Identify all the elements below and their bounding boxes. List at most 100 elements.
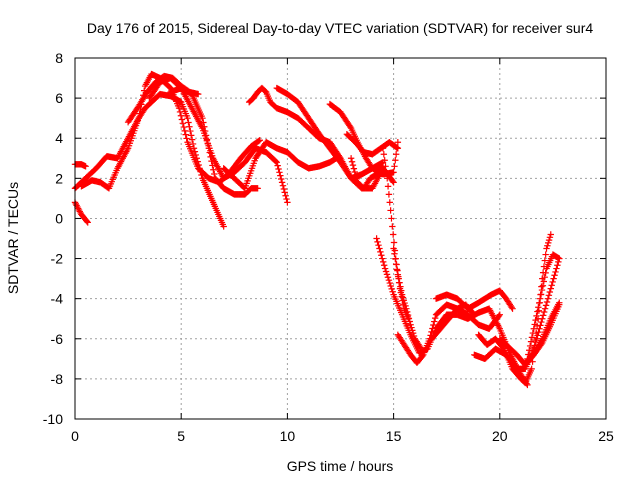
y-tick-labels: -10 -8 -6 -4 -2 0 2 4 6 8 bbox=[43, 50, 63, 427]
axis-ticks bbox=[74, 57, 607, 420]
y-axis-label: SDTVAR / TECUs bbox=[5, 182, 21, 294]
data-point bbox=[532, 316, 539, 324]
data-point bbox=[179, 120, 187, 127]
data-point bbox=[380, 262, 388, 269]
data-point bbox=[350, 165, 358, 172]
data-point bbox=[526, 347, 533, 354]
data-point bbox=[380, 151, 388, 158]
data-point bbox=[431, 318, 438, 325]
data-point bbox=[528, 365, 535, 373]
data-point bbox=[211, 170, 218, 178]
data-point bbox=[419, 352, 426, 360]
data-point bbox=[550, 275, 557, 282]
data-point bbox=[84, 219, 91, 226]
data-point bbox=[556, 301, 563, 308]
data-point bbox=[393, 144, 401, 151]
data-point bbox=[389, 231, 397, 238]
data-point bbox=[254, 185, 261, 192]
data-point bbox=[541, 257, 549, 264]
data-point bbox=[205, 145, 213, 152]
data-point bbox=[533, 335, 540, 342]
data-point bbox=[201, 127, 209, 135]
data-point bbox=[398, 287, 405, 294]
data-point bbox=[534, 332, 541, 339]
data-point bbox=[353, 175, 360, 183]
data-point bbox=[276, 169, 283, 176]
data-point bbox=[533, 312, 540, 320]
data-point bbox=[273, 159, 280, 166]
data-point bbox=[220, 223, 227, 230]
data-point bbox=[384, 175, 391, 182]
y-tick-label: -10 bbox=[43, 411, 63, 427]
data-point bbox=[538, 286, 546, 294]
data-point bbox=[390, 245, 397, 252]
data-point bbox=[374, 238, 381, 246]
data-point bbox=[385, 276, 393, 284]
data-point bbox=[526, 342, 534, 350]
data-point bbox=[181, 127, 188, 135]
data-point bbox=[539, 282, 547, 289]
data-point bbox=[527, 338, 535, 345]
data-point bbox=[203, 136, 211, 143]
data-point bbox=[398, 291, 406, 298]
series-track-19 bbox=[428, 301, 478, 342]
data-point bbox=[387, 282, 394, 290]
x-tick-label: 10 bbox=[280, 428, 296, 444]
data-point bbox=[183, 135, 190, 142]
series-track-15 bbox=[390, 245, 425, 353]
data-point bbox=[175, 104, 183, 112]
data-point bbox=[539, 315, 546, 322]
data-point bbox=[553, 265, 560, 272]
data-point bbox=[352, 172, 359, 179]
data-point bbox=[391, 250, 398, 257]
data-point bbox=[380, 258, 387, 266]
data-point bbox=[187, 127, 194, 135]
x-axis-label: GPS time / hours bbox=[287, 458, 394, 474]
data-point bbox=[471, 311, 478, 318]
data-point bbox=[347, 123, 354, 131]
data-point bbox=[202, 132, 210, 139]
data-point bbox=[381, 157, 388, 164]
data-point bbox=[382, 268, 390, 275]
data-point bbox=[388, 215, 395, 222]
data-point bbox=[383, 169, 390, 176]
data-point bbox=[389, 223, 396, 230]
data-point bbox=[278, 179, 286, 186]
data-point bbox=[535, 328, 542, 336]
series-track-08 bbox=[220, 139, 340, 192]
data-point bbox=[206, 149, 213, 156]
data-point bbox=[508, 304, 515, 311]
data-point bbox=[386, 199, 393, 206]
data-point bbox=[200, 119, 207, 126]
data-point bbox=[430, 321, 437, 329]
y-tick-label: 8 bbox=[55, 50, 63, 66]
data-point bbox=[537, 291, 545, 298]
data-point bbox=[394, 139, 402, 146]
data-point bbox=[528, 334, 536, 341]
data-point bbox=[201, 123, 208, 130]
data-point bbox=[397, 283, 404, 290]
data-point bbox=[194, 90, 202, 98]
data-point bbox=[390, 179, 397, 186]
data-point bbox=[393, 266, 401, 273]
data-point bbox=[403, 305, 410, 312]
data-point bbox=[177, 112, 185, 119]
data-point bbox=[431, 314, 439, 322]
data-point bbox=[207, 153, 214, 161]
data-point bbox=[391, 163, 398, 170]
data-point bbox=[284, 199, 291, 206]
data-point bbox=[199, 114, 206, 122]
data-point bbox=[530, 325, 537, 332]
data-point bbox=[401, 299, 408, 307]
data-point bbox=[496, 311, 503, 318]
data-point bbox=[373, 235, 380, 242]
data-point bbox=[255, 137, 263, 145]
data-point bbox=[277, 172, 284, 179]
data-point bbox=[82, 163, 89, 170]
data-point bbox=[534, 308, 541, 315]
data-point bbox=[542, 302, 550, 309]
data-point bbox=[83, 218, 91, 225]
data-point bbox=[429, 325, 436, 332]
series-track-12 bbox=[343, 131, 402, 158]
